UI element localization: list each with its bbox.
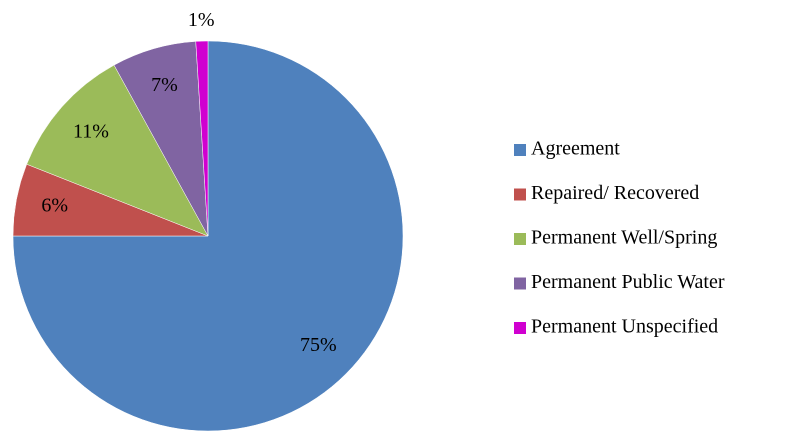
- legend-label: Permanent Unspecified: [531, 316, 718, 338]
- legend-swatch: [514, 322, 526, 334]
- data-label: 6%: [41, 194, 68, 216]
- data-label: 7%: [151, 74, 178, 96]
- pie-slice: [12, 40, 404, 431]
- data-label: 11%: [73, 120, 109, 142]
- legend-label: Permanent Well/Spring: [531, 227, 717, 249]
- legend-swatch: [514, 233, 526, 245]
- legend-label: Permanent Public Water: [531, 271, 725, 293]
- legend-label: Agreement: [531, 138, 620, 160]
- legend-swatch: [514, 188, 526, 201]
- pie-slice: [26, 64, 209, 237]
- legend-swatch: [514, 144, 526, 156]
- data-label: 1%: [188, 9, 215, 31]
- legend-label: Repaired/ Recovered: [531, 182, 699, 204]
- legend-swatch: [514, 277, 526, 290]
- pie-slice: [195, 40, 209, 237]
- data-label: 75%: [300, 334, 337, 356]
